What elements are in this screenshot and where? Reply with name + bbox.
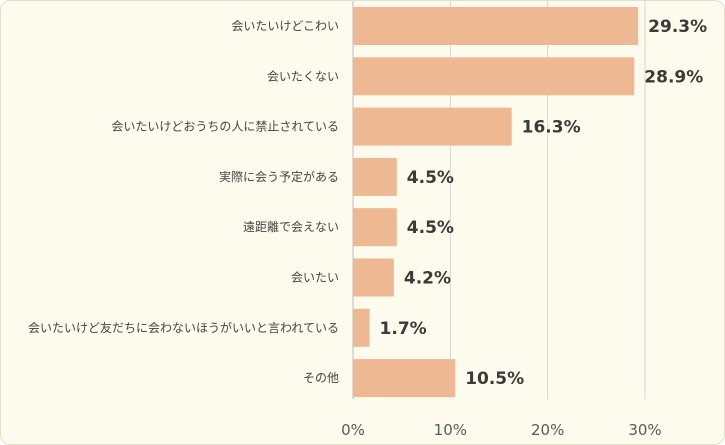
category-label: 会いたいけどおうちの人に禁止されている <box>111 120 339 134</box>
category-label: 実際に会う予定がある <box>219 169 339 184</box>
data-label: 10.5% <box>465 369 524 389</box>
data-label: 4.2% <box>404 269 451 289</box>
bar <box>353 208 397 247</box>
category-label: 会いたいけど友だちに会わないほうがいいと言われている <box>28 320 339 335</box>
category-label: 会いたいけどこわい <box>231 19 339 33</box>
bar <box>353 157 397 196</box>
data-label: 29.3% <box>648 17 707 37</box>
x-tick-label: 10% <box>434 421 467 439</box>
category-label: 会いたい <box>291 271 339 285</box>
category-label: 会いたくない <box>267 69 339 83</box>
x-tick-label: 0% <box>341 421 365 439</box>
x-tick-label: 30% <box>628 421 661 439</box>
bar <box>353 359 456 398</box>
bar <box>353 107 512 146</box>
data-label: 1.7% <box>380 319 427 339</box>
data-label: 4.5% <box>407 218 454 238</box>
x-tick-label: 20% <box>531 421 564 439</box>
data-label: 28.9% <box>644 67 703 87</box>
data-label: 16.3% <box>522 118 581 138</box>
bar <box>353 7 639 45</box>
bar <box>353 258 394 297</box>
category-label: 遠距離で会えない <box>243 220 339 234</box>
data-label: 4.5% <box>407 168 454 188</box>
category-label: その他 <box>303 371 339 385</box>
bar <box>353 308 370 347</box>
bar <box>353 57 635 96</box>
